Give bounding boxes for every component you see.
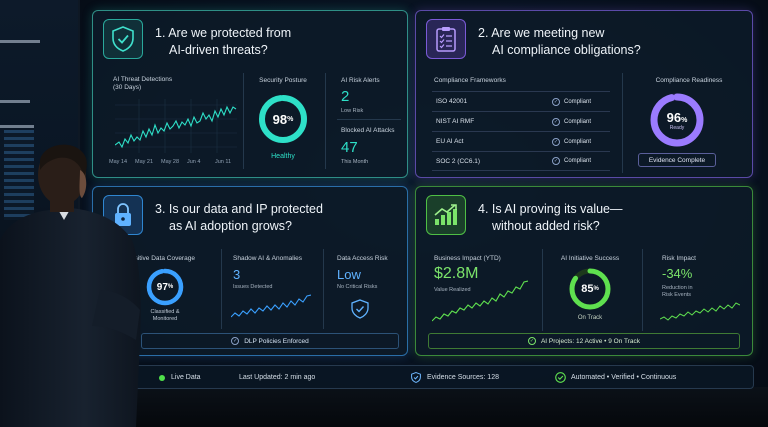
- chart-growth-icon: [426, 195, 466, 235]
- framework-name: ISO 42001: [436, 98, 468, 105]
- live-data-label: Live Data: [171, 374, 201, 381]
- success-value: 85: [581, 283, 594, 295]
- framework-status: Compliant: [564, 138, 592, 145]
- blocked-value: 47: [341, 139, 358, 156]
- shadow-value: 3: [233, 267, 241, 282]
- risk-alerts-value: 2: [341, 88, 350, 105]
- risk-impact-sub: Reduction in Risk Events: [662, 285, 693, 298]
- panel-ai-compliance: 2. Are we meeting new AI compliance obli…: [415, 10, 753, 178]
- coverage-value: 97: [156, 281, 168, 293]
- dlp-policies-button[interactable]: ✓ DLP Policies Enforced: [141, 333, 399, 349]
- access-label: Data Access Risk: [337, 255, 388, 262]
- readiness-sub: Ready: [669, 124, 685, 131]
- shield-check-icon: [411, 372, 421, 385]
- compliance-readiness-ring: 96% Ready: [648, 91, 706, 149]
- risk-impact-value: -34%: [662, 266, 693, 281]
- coverage-sub: Classified & Monitored: [150, 309, 180, 322]
- blocked-label: Blocked AI Attacks: [341, 127, 395, 134]
- posture-label: Security Posture: [259, 77, 307, 84]
- check-circle-icon: [555, 372, 566, 385]
- access-value: Low: [337, 267, 361, 282]
- panel-data-protection: 3. Is our data and IP protected as AI ad…: [92, 186, 408, 356]
- posture-value: 98: [272, 111, 288, 127]
- blocked-sub: This Month: [341, 159, 369, 165]
- framework-row: SOC 2 (CC6.1) ✓ Compliant: [432, 151, 610, 171]
- risk-impact-sparkline: [660, 302, 740, 321]
- panel-title: 1. Are we protected from AI-driven threa…: [155, 26, 292, 57]
- impact-trend-chart: [432, 280, 528, 322]
- security-posture-ring: 98%: [257, 93, 309, 145]
- framework-status: Compliant: [564, 158, 592, 164]
- access-sub: No Critical Risks: [337, 284, 378, 290]
- success-sub: On Track: [577, 315, 603, 321]
- dlp-label: DLP Policies Enforced: [244, 337, 309, 345]
- shadow-sub: Issues Detected: [233, 284, 273, 290]
- frameworks-label: Compliance Frameworks: [434, 77, 506, 84]
- shield-check-icon: [103, 19, 143, 59]
- live-dot-icon: [159, 375, 165, 381]
- initiative-success-ring: 85%: [568, 267, 612, 311]
- evidence-complete-button[interactable]: Evidence Complete: [638, 153, 716, 167]
- mode-label: Automated • Verified • Continuous: [571, 374, 677, 381]
- check-circle-icon: ✓: [552, 137, 560, 146]
- threat-line: [115, 105, 237, 149]
- framework-name: EU AI Act: [436, 138, 464, 145]
- readiness-label: Compliance Readiness: [655, 77, 723, 84]
- readiness-value: 96: [666, 109, 682, 125]
- shield-check-icon: [351, 299, 369, 324]
- check-circle-icon: ✓: [527, 337, 536, 345]
- risk-alerts-label: AI Risk Alerts: [341, 77, 380, 84]
- success-label: AI Initiative Success: [560, 255, 620, 262]
- frameworks-table: ISO 42001 ✓ Compliant NIST AI RMF ✓ Compliant…: [432, 91, 610, 171]
- clipboard-checklist-icon: [426, 19, 466, 59]
- x-tick-label: Jun 11: [215, 159, 232, 165]
- detections-label: AI Threat Detections (30 Days): [113, 76, 173, 91]
- posture-status: Healthy: [271, 153, 295, 160]
- check-circle-icon: ✓: [552, 157, 560, 165]
- status-footer: Live Data Last Updated: 2 min ago Eviden…: [118, 365, 754, 389]
- evidence-sources-label: Evidence Sources: 128: [427, 374, 499, 381]
- x-tick-label: Jun 4: [187, 159, 201, 165]
- impact-label: Business Impact (YTD): [434, 255, 501, 262]
- x-tick-label: May 21: [135, 159, 154, 165]
- panel-ai-value: 4. Is AI proving its value— without adde…: [415, 186, 753, 356]
- last-updated-label: Last Updated: 2 min ago: [239, 374, 316, 381]
- panel-title: 2. Are we meeting new AI compliance obli…: [478, 26, 641, 57]
- framework-row: ISO 42001 ✓ Compliant: [432, 91, 610, 111]
- check-circle-icon: ✓: [231, 337, 240, 345]
- impact-value: $2.8M: [434, 265, 479, 282]
- panel-title: 4. Is AI proving its value— without adde…: [478, 202, 623, 233]
- projects-text: AI Projects: 12 Active • 9 On Track: [540, 337, 641, 345]
- data-coverage-ring: 97%: [145, 267, 185, 307]
- anomaly-sparkline: [231, 294, 311, 318]
- framework-status: Compliant: [564, 98, 592, 105]
- panel-title: 3. Is our data and IP protected as AI ad…: [155, 202, 323, 233]
- x-tick-label: May 28: [161, 159, 180, 165]
- x-tick-label: May 14: [109, 159, 128, 165]
- ai-projects-status[interactable]: ✓ AI Projects: 12 Active • 9 On Track: [428, 333, 740, 349]
- framework-name: NIST AI RMF: [436, 118, 475, 125]
- businessman-figure: [0, 144, 141, 427]
- framework-row: NIST AI RMF ✓ Compliant: [432, 111, 610, 131]
- panel-ai-threats: 1. Are we protected from AI-driven threa…: [92, 10, 408, 178]
- threat-detections-chart: [115, 99, 237, 153]
- check-circle-icon: ✓: [552, 97, 560, 106]
- framework-status: Compliant: [564, 118, 592, 125]
- framework-row: EU AI Act ✓ Compliant: [432, 131, 610, 151]
- impact-sub: Value Realized: [434, 287, 471, 293]
- framework-name: SOC 2 (CC6.1): [436, 157, 481, 165]
- risk-impact-label: Risk Impact: [662, 255, 696, 262]
- shadow-label: Shadow AI & Anomalies: [233, 255, 303, 262]
- risk-alerts-sub: Low Risk: [341, 108, 364, 114]
- coverage-label: Sensitive Data Coverage: [123, 255, 195, 262]
- check-circle-icon: ✓: [552, 117, 560, 126]
